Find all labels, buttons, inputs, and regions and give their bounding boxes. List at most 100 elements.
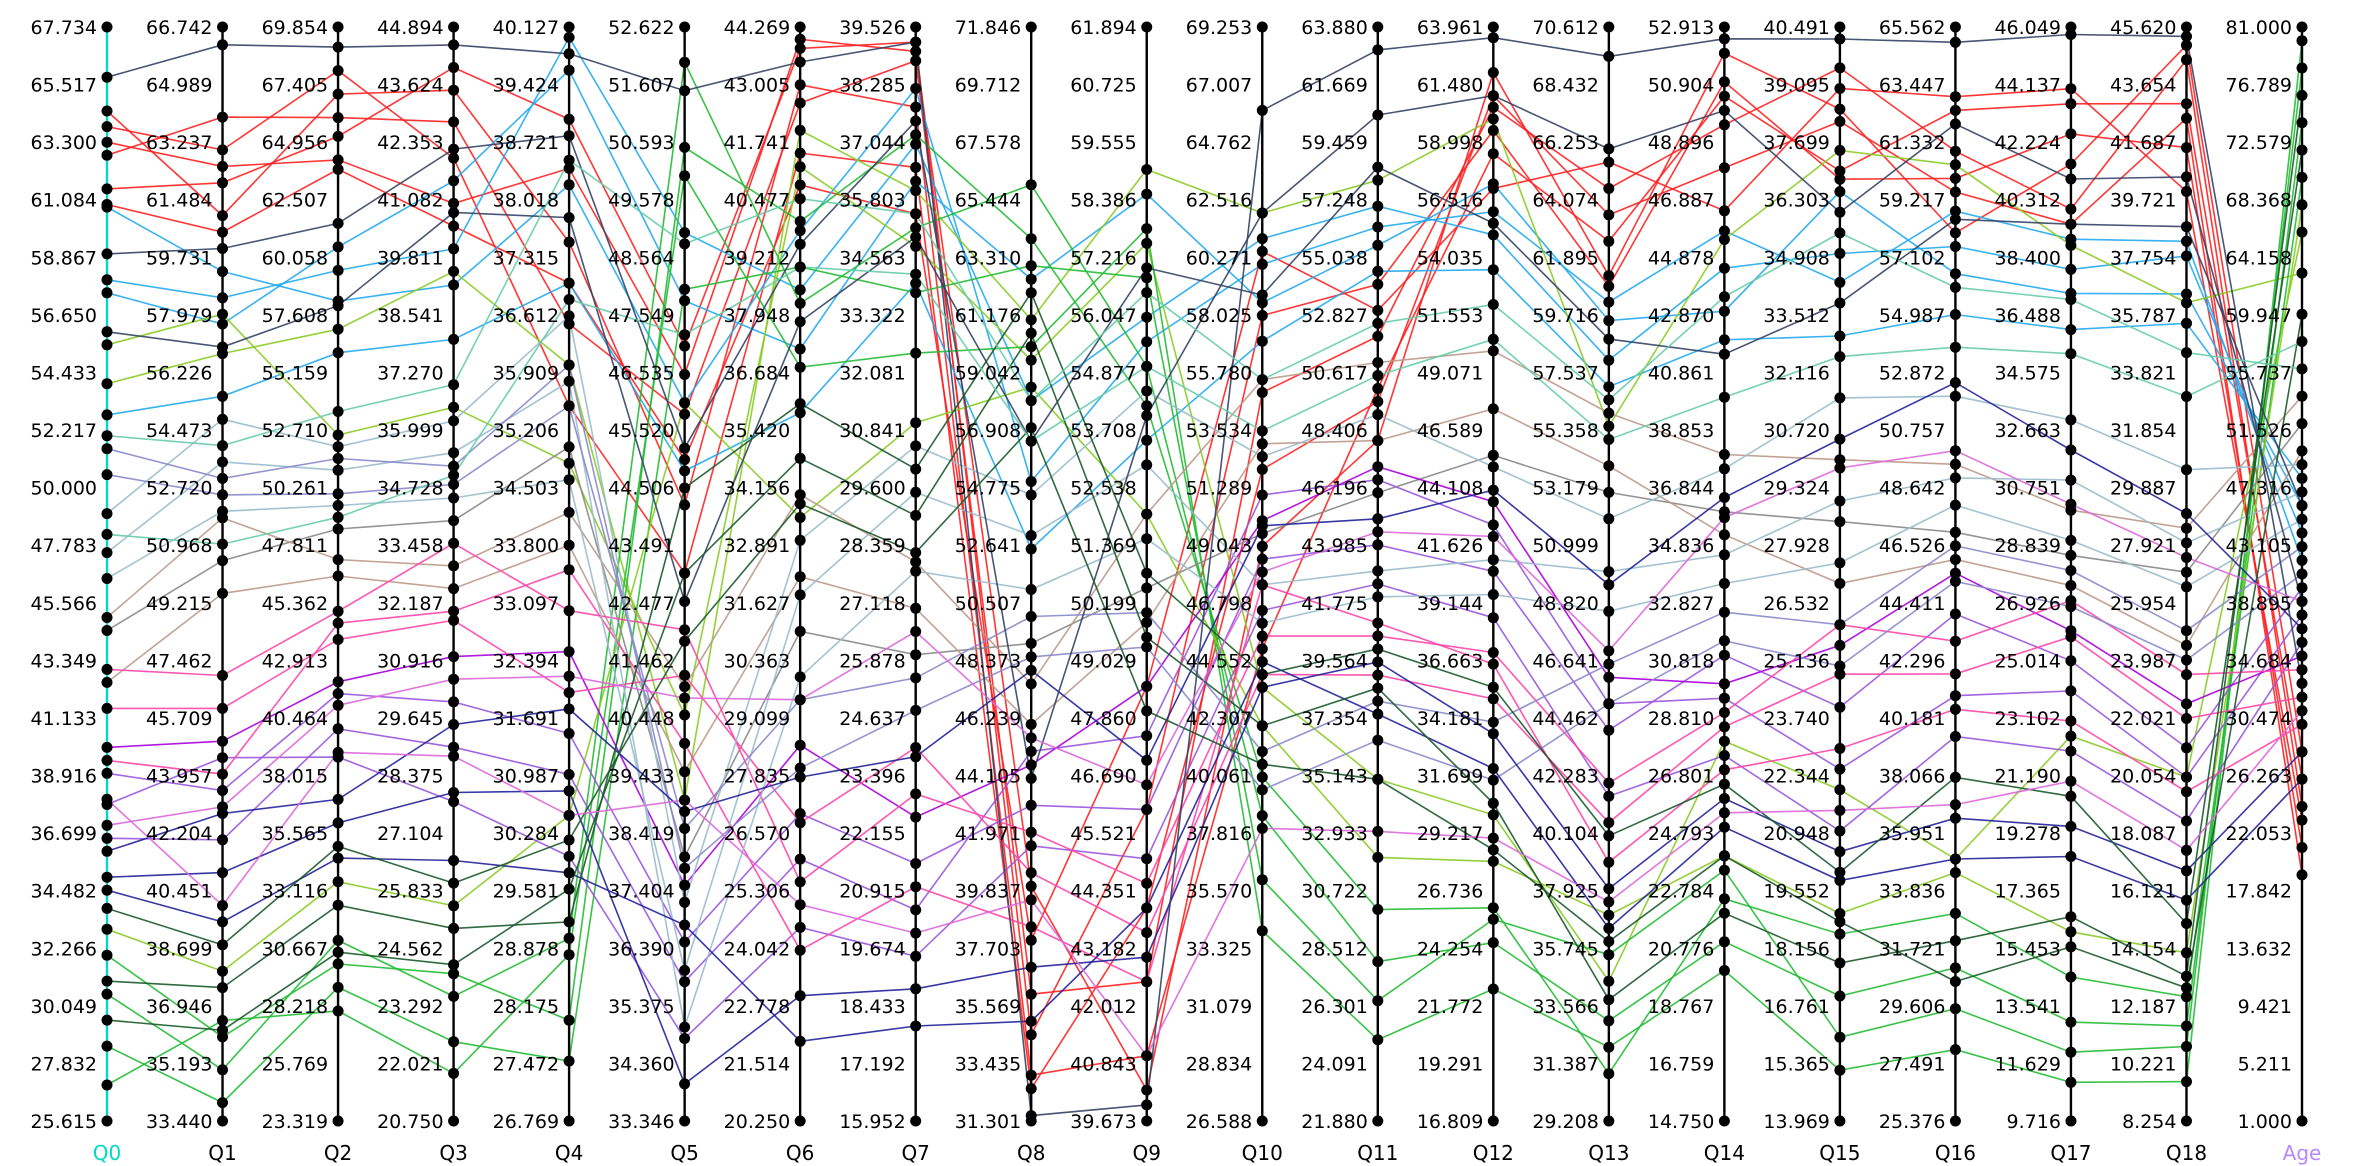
data-point — [679, 862, 691, 874]
tick-label-Q3: 29.645 — [377, 708, 443, 730]
data-point — [679, 56, 691, 68]
tick-label-Q5: 45.520 — [608, 420, 674, 442]
axis-name-Q10[interactable]: Q10 — [1242, 1141, 1283, 1165]
tick-label-Q14: 42.870 — [1648, 305, 1714, 327]
tick-label-Q9: 39.673 — [1070, 1111, 1136, 1133]
data-line-36 — [106, 94, 2303, 779]
axis-name-Q13[interactable]: Q13 — [1588, 1141, 1629, 1165]
tick-label-Q18: 23.987 — [2110, 650, 2176, 672]
axis-name-Q4[interactable]: Q4 — [555, 1141, 583, 1165]
data-point — [1603, 315, 1615, 327]
data-point — [1487, 554, 1499, 566]
data-point — [1603, 777, 1615, 789]
data-line-38 — [106, 149, 2303, 989]
axis-name-Q11[interactable]: Q11 — [1357, 1141, 1398, 1165]
tick-label-Q18: 41.687 — [2110, 132, 2176, 154]
tick-label-Q7: 20.915 — [839, 881, 905, 903]
tick-label-Q8: 56.908 — [955, 420, 1021, 442]
data-point — [1025, 799, 1037, 811]
data-point — [794, 990, 806, 1002]
data-point — [679, 766, 691, 778]
axis-name-Q12[interactable]: Q12 — [1473, 1141, 1514, 1165]
axis-name-Q14[interactable]: Q14 — [1704, 1141, 1745, 1165]
data-point — [1256, 463, 1268, 475]
data-point — [101, 430, 113, 442]
data-point — [217, 702, 228, 714]
data-point — [448, 968, 460, 980]
data-point — [1141, 434, 1153, 446]
data-point — [910, 983, 922, 995]
data-point — [1372, 825, 1384, 837]
axis-name-Q8[interactable]: Q8 — [1017, 1141, 1045, 1165]
data-point — [1025, 287, 1037, 299]
data-point — [1718, 965, 1730, 976]
data-point — [1487, 809, 1499, 821]
axis-name-Q5[interactable]: Q5 — [670, 1141, 698, 1165]
data-point — [910, 277, 922, 289]
data-point — [1487, 217, 1499, 229]
axis-name-Q2[interactable]: Q2 — [324, 1141, 352, 1165]
data-point — [217, 735, 228, 747]
data-point — [1372, 200, 1384, 212]
tick-label-Q14: 40.861 — [1648, 362, 1714, 384]
axis-name-Q15[interactable]: Q15 — [1819, 1141, 1860, 1165]
data-point — [563, 506, 575, 518]
axis-name-Q16[interactable]: Q16 — [1935, 1141, 1976, 1165]
axis-name-Q18[interactable]: Q18 — [2166, 1141, 2207, 1165]
tick-label-Q10: 40.061 — [1186, 766, 1252, 788]
axis-name-Q9[interactable]: Q9 — [1133, 1141, 1161, 1165]
data-point — [332, 817, 344, 829]
tick-label-Q18: 45.620 — [2110, 17, 2176, 39]
data-point — [2181, 894, 2192, 906]
data-point — [101, 1079, 113, 1091]
tick-label-Q2: 52.710 — [262, 420, 328, 442]
data-point — [2296, 623, 2308, 635]
tick-label-Q1: 45.709 — [146, 708, 212, 730]
data-point — [332, 523, 344, 535]
tick-label-Q12: 46.589 — [1417, 420, 1483, 442]
tick-label-Q4: 36.612 — [493, 305, 559, 327]
data-point — [2181, 982, 2192, 994]
tick-label-Q9: 50.199 — [1070, 593, 1136, 615]
tick-label-Q17: 36.488 — [1994, 305, 2060, 327]
data-point — [101, 741, 113, 753]
data-point — [1025, 840, 1037, 852]
data-point — [1718, 721, 1730, 733]
data-point — [1256, 566, 1268, 578]
tick-label-Q17: 21.190 — [1994, 766, 2060, 788]
axis-name-Q7[interactable]: Q7 — [901, 1141, 929, 1165]
tick-label-Q0: 34.482 — [31, 881, 97, 903]
tick-label-Q11: 61.669 — [1301, 75, 1367, 97]
axis-end-point — [101, 21, 113, 33]
tick-label-Q14: 30.818 — [1648, 650, 1714, 672]
data-point — [1718, 578, 1730, 589]
tick-label-Q12: 31.699 — [1417, 766, 1483, 788]
axis-name-Q1[interactable]: Q1 — [208, 1141, 236, 1165]
tick-label-Q9: 58.386 — [1070, 190, 1136, 212]
tick-label-Q12: 34.181 — [1417, 708, 1483, 730]
tick-label-Q4: 27.472 — [493, 1053, 559, 1075]
data-line-35 — [106, 33, 2303, 1117]
tick-label-Q14: 34.836 — [1648, 535, 1714, 557]
tick-label-Q11: 55.038 — [1301, 247, 1367, 269]
axis-name-Q6[interactable]: Q6 — [786, 1141, 814, 1165]
data-point — [2065, 911, 2077, 923]
data-point — [1025, 921, 1037, 933]
tick-label-Q13: 35.745 — [1532, 938, 1598, 960]
data-point — [1141, 804, 1153, 815]
data-point — [101, 702, 113, 714]
data-point — [2296, 486, 2308, 498]
data-point — [1372, 526, 1384, 538]
data-point — [1025, 867, 1037, 879]
data-point — [1718, 225, 1730, 237]
data-point — [448, 265, 460, 277]
data-point — [332, 723, 344, 735]
axis-name-Age[interactable]: Age — [2283, 1141, 2322, 1165]
data-point — [1256, 335, 1268, 347]
axis-name-Q17[interactable]: Q17 — [2050, 1141, 2091, 1165]
data-point — [1141, 459, 1153, 471]
data-point — [1834, 668, 1846, 680]
axis-name-Q3[interactable]: Q3 — [439, 1141, 467, 1165]
data-point — [1603, 434, 1615, 445]
axis-name-Q0[interactable]: Q0 — [93, 1141, 121, 1165]
